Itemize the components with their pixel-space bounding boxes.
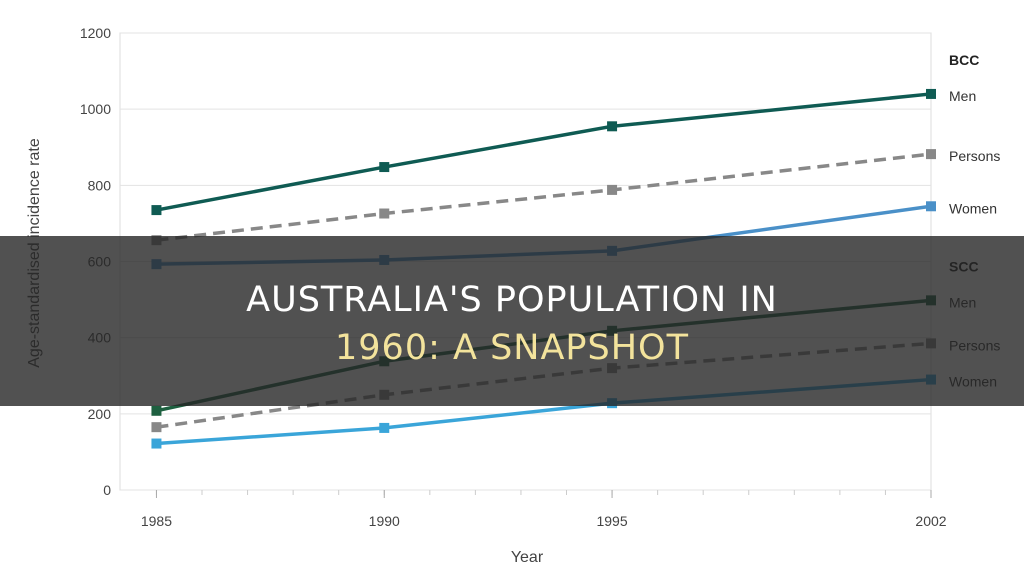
x-tick-label: 2002 [915,513,946,529]
y-tick-label: 200 [88,406,112,422]
data-point [379,422,390,433]
x-tick-label: 1995 [596,513,627,529]
x-axis-ticks: 1985 1990 1995 2002 [141,490,947,529]
data-point [379,208,390,219]
data-point [926,201,936,212]
legend-series-label: Women [949,200,997,216]
series-line [156,152,932,242]
data-point [151,422,162,433]
banner-title-line-2: 1960: A Snapshot [335,328,689,368]
data-point [151,205,162,216]
legend-group-title: BCC [949,52,979,68]
y-tick-label: 0 [103,482,111,498]
y-tick-label: 1000 [80,101,111,117]
legend-series-label: Persons [949,148,1000,164]
x-tick-label: 1990 [369,513,400,529]
y-tick-label: 800 [88,177,112,193]
banner-title-line-1: Australia's Population In [246,280,778,320]
data-point [151,405,162,416]
data-point [379,162,390,173]
x-axis-label: Year [511,549,544,566]
data-point [926,88,936,99]
title-banner: Australia's Population In 1960: A Snapsh… [0,236,1024,406]
legend-series-label: Men [949,88,976,104]
data-point [151,438,162,449]
data-point [926,149,936,160]
x-tick-label: 1985 [141,513,172,529]
series-line [156,92,932,212]
data-point [607,121,618,132]
y-tick-label: 1200 [80,25,111,41]
data-point [607,184,618,195]
